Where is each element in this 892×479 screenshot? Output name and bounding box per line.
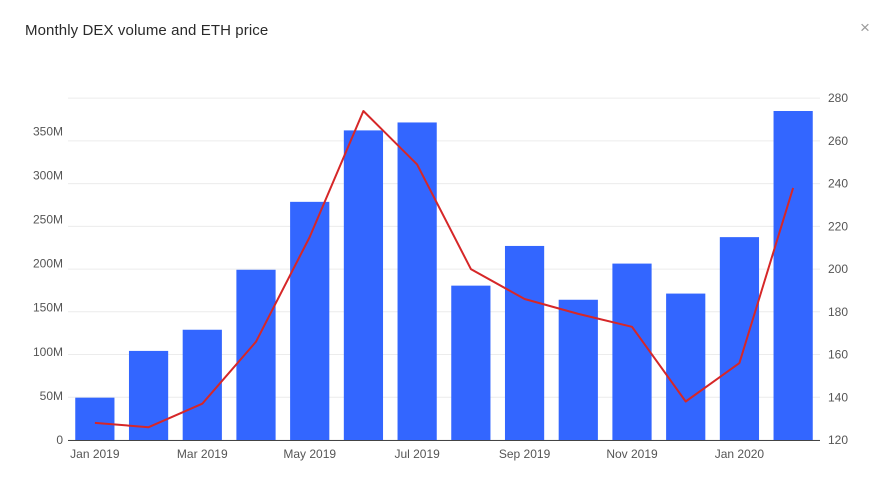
bar <box>451 285 491 440</box>
y-right-tick-label: 260 <box>828 134 848 148</box>
bar <box>612 263 652 440</box>
y-right-tick-label: 280 <box>828 91 848 105</box>
x-tick-label: May 2019 <box>283 447 336 461</box>
y-left-tick-label: 0 <box>56 433 63 447</box>
bar <box>75 397 115 440</box>
y-right-tick-label: 200 <box>828 262 848 276</box>
y-right-tick-label: 140 <box>828 390 848 404</box>
bar <box>290 201 330 440</box>
bar <box>666 293 706 440</box>
bar <box>504 245 545 440</box>
bar <box>343 130 384 440</box>
y-left-tick-label: 150M <box>33 301 63 315</box>
close-icon[interactable]: × <box>860 18 870 37</box>
y-left-tick-label: 350M <box>33 124 63 138</box>
y-left-tick-label: 100M <box>33 345 63 359</box>
bar <box>719 237 760 440</box>
x-tick-label: Nov 2019 <box>606 447 658 461</box>
eth-price-line <box>94 110 795 429</box>
x-tick-label: Jan 2019 <box>70 447 120 461</box>
x-tick-label: Mar 2019 <box>177 447 228 461</box>
bar <box>558 299 598 440</box>
bar <box>236 269 276 440</box>
x-tick-label: Sep 2019 <box>499 447 551 461</box>
bar <box>397 122 437 440</box>
bar <box>182 329 222 440</box>
y-left-tick-label: 300M <box>33 168 63 182</box>
y-left-tick-label: 50M <box>40 389 63 403</box>
chart-title: Monthly DEX volume and ETH price <box>25 22 269 39</box>
x-tick-label: Jul 2019 <box>394 447 440 461</box>
x-tick-label: Jan 2020 <box>715 447 765 461</box>
y-right-tick-label: 160 <box>828 348 848 362</box>
y-left-tick-label: 200M <box>33 257 63 271</box>
y-left-tick-label: 250M <box>33 212 63 226</box>
y-right-tick-label: 180 <box>828 305 848 319</box>
bar <box>773 110 813 440</box>
y-right-tick-label: 240 <box>828 177 848 191</box>
y-right-tick-label: 220 <box>828 219 848 233</box>
y-right-tick-label: 120 <box>828 433 848 447</box>
